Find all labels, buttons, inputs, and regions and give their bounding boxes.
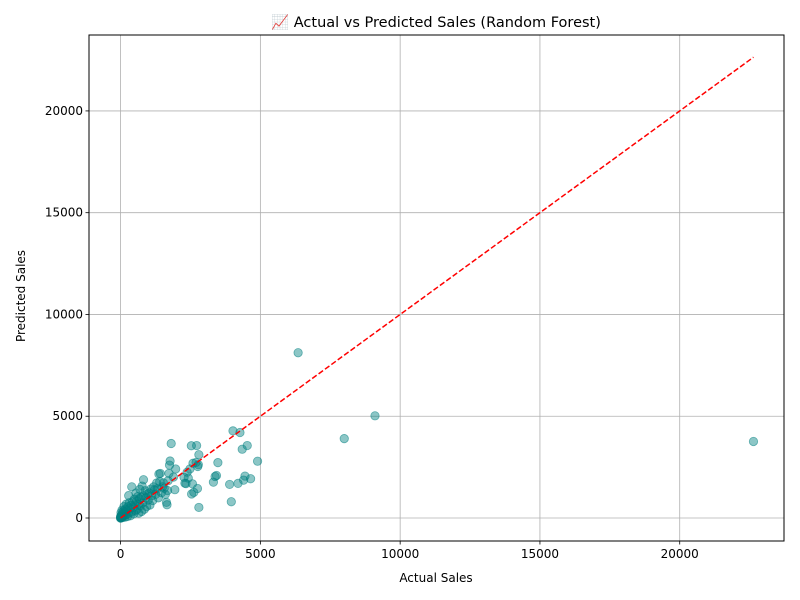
data-point [293,348,303,358]
data-point [242,440,252,451]
data-point [228,426,238,436]
data-point [238,475,249,485]
data-point [235,427,245,438]
x-tick-label: 20000 [661,547,699,561]
data-point [237,444,247,454]
data-point [748,436,759,447]
data-point [208,477,219,487]
data-point [339,434,349,444]
data-point [210,471,220,482]
data-point [370,411,380,421]
data-point [213,458,223,468]
data-point [161,497,172,507]
x-tick-label: 10000 [381,547,419,561]
data-point [252,456,263,466]
y-tick-label: 20000 [45,104,83,118]
axis-ticks: 0 5000 10000 15000 20000 0 5000 10000 15000 20000 [45,104,699,561]
data-point [170,485,180,495]
data-point [226,497,236,507]
data-points [115,348,759,523]
y-tick-label: 0 [75,511,83,525]
data-point [192,440,202,451]
data-point [233,478,243,488]
data-point [179,472,189,482]
x-tick-label: 5000 [245,547,276,561]
x-tick-label: 15000 [521,547,559,561]
data-point [140,486,150,496]
x-axis-label: Actual Sales [399,571,472,585]
chart-title: 📈 Actual vs Predicted Sales (Random Fore… [271,13,601,31]
data-point [188,458,198,468]
data-point [182,467,192,477]
data-point [245,474,256,484]
data-point [154,469,164,479]
data-point [194,450,204,460]
reference-line [120,56,754,519]
plot-frame [88,34,785,542]
data-point [186,441,196,451]
data-point [211,470,222,481]
data-point [166,438,176,449]
y-tick-label: 10000 [45,307,83,321]
data-point [225,479,235,490]
data-point [127,482,137,492]
data-point [194,502,204,513]
data-point [187,489,197,499]
y-tick-label: 5000 [52,409,83,423]
y-tick-label: 15000 [45,206,83,220]
grid [89,35,784,541]
x-tick-label: 0 [117,547,125,561]
y-axis-label: Predicted Sales [14,250,28,342]
data-point [164,460,175,470]
data-point [124,491,134,501]
